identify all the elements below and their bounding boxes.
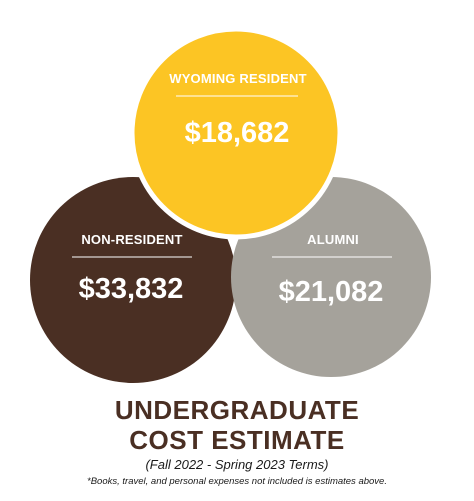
nonresident-circle [30, 177, 236, 383]
title-block: UNDERGRADUATE COST ESTIMATE (Fall 2022 -… [87, 395, 387, 487]
expenses-footnote: *Books, travel, and personal expenses no… [87, 476, 387, 487]
nonresident-amount: $33,832 [79, 273, 184, 305]
resident-circle [129, 26, 343, 240]
terms-subtitle: (Fall 2022 - Spring 2023 Terms) [145, 457, 328, 472]
alumni-label: ALUMNI [307, 232, 359, 247]
resident-amount: $18,682 [185, 117, 290, 149]
nonresident-label: NON-RESIDENT [81, 232, 182, 247]
resident-label: WYOMING RESIDENT [169, 71, 307, 86]
resident-circle-group: WYOMING RESIDENT $18,682 [129, 26, 343, 240]
title-line-2: COST ESTIMATE [129, 425, 344, 455]
alumni-amount: $21,082 [279, 276, 384, 308]
nonresident-circle-group: NON-RESIDENT $33,832 [30, 177, 236, 383]
title-line-1: UNDERGRADUATE [115, 395, 359, 425]
